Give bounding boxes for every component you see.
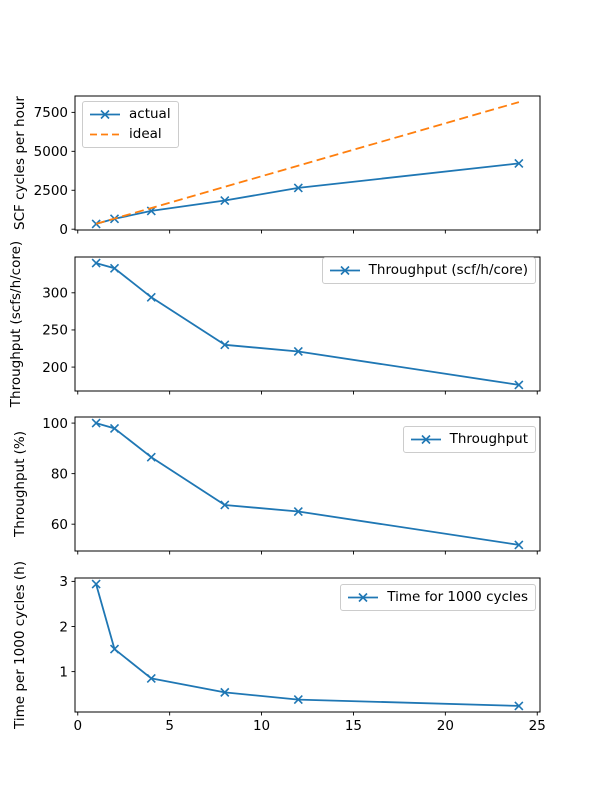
series-line-actual: [95, 162, 519, 225]
y-tick-label: 60: [51, 517, 68, 533]
line-x-marker-icon: [410, 434, 441, 445]
y-tick-label: 5000: [34, 144, 68, 160]
legend-label-actual: actual: [129, 106, 171, 122]
x-marker: [293, 346, 303, 357]
legend-item-ideal: ideal: [90, 126, 171, 143]
x-marker: [293, 695, 303, 705]
sample-x-marker: [340, 265, 350, 276]
legend-label-time-per-1000: Time for 1000 cycles: [387, 589, 528, 605]
y-tick-label: 3: [59, 574, 68, 590]
legend-item-throughput-per-core: Throughput (scf/h/core): [329, 262, 528, 279]
legend-label-throughput-per-core: Throughput (scf/h/core): [368, 262, 528, 278]
legend-item-actual: actual: [90, 106, 171, 123]
x-marker: [220, 500, 230, 510]
y-tick-label: 250: [42, 323, 68, 339]
y-tick-label: 200: [42, 360, 68, 376]
x-marker: [514, 380, 524, 390]
x-marker: [91, 258, 101, 268]
legend-scf-cycles: actual ideal: [82, 101, 179, 148]
x-marker: [146, 452, 156, 462]
sample-x-marker: [358, 592, 368, 603]
ylabel-scf-cycles-per-hour: SCF cycles per hour: [12, 96, 28, 230]
y-tick-label: 300: [42, 286, 68, 302]
x-marker: [91, 579, 101, 589]
axes-border-2: [74, 416, 541, 552]
x-marker: [220, 340, 230, 350]
x-tick-label: 25: [529, 718, 546, 734]
ylabel-time-per-1000-cycles: Time per 1000 cycles (h): [12, 561, 28, 729]
axes-border-3: [74, 577, 541, 713]
x-marker: [514, 540, 524, 550]
x-marker: [109, 644, 120, 654]
x-marker: [220, 195, 230, 206]
ylabel-throughput-percent: Throughput (%): [12, 430, 28, 538]
y-tick-label: 1: [59, 664, 68, 680]
series-line-ideal: [95, 101, 520, 225]
legend-time-per-1000: Time for 1000 cycles: [340, 584, 536, 611]
legend-item-throughput-percent: Throughput: [410, 431, 528, 448]
y-tick-label: 7500: [34, 105, 68, 121]
x-marker: [514, 158, 524, 168]
x-marker: [109, 423, 120, 433]
x-marker: [293, 183, 303, 193]
x-tick-label: 10: [253, 718, 270, 734]
x-tick-label: 20: [437, 718, 454, 734]
series-line-time-for-1000-cycles: [95, 583, 519, 707]
y-tick-label: 2500: [34, 183, 68, 199]
line-x-marker-icon: [90, 109, 120, 120]
x-marker: [146, 292, 156, 302]
x-marker: [220, 687, 230, 697]
sample-x-marker: [100, 109, 110, 120]
line-x-marker-icon: [329, 265, 360, 276]
y-tick-label: 80: [51, 466, 68, 482]
legend-item-time-per-1000: Time for 1000 cycles: [348, 589, 528, 606]
line-x-marker-icon: [348, 592, 379, 603]
x-marker: [293, 506, 303, 517]
x-marker: [146, 673, 156, 683]
y-tick-label: 2: [59, 619, 68, 635]
x-marker: [514, 701, 524, 711]
x-tick-label: 0: [73, 718, 82, 734]
y-tick-label: 0: [59, 222, 68, 238]
legend-throughput-per-core: Throughput (scf/h/core): [321, 257, 536, 284]
sample-x-marker: [421, 434, 431, 445]
dashed-line-icon: [90, 133, 120, 136]
x-tick-label: 15: [345, 718, 362, 734]
series-line-throughput-scf-h-core-: [95, 262, 520, 386]
legend-throughput-percent: Throughput: [402, 426, 536, 453]
legend-label-ideal: ideal: [129, 126, 162, 142]
y-tick-label: 100: [42, 416, 68, 432]
legend-label-throughput-percent: Throughput: [449, 431, 528, 447]
x-marker: [109, 263, 120, 273]
axes-border-0: [74, 95, 541, 231]
axes-border-1: [74, 256, 541, 392]
x-tick-label: 5: [165, 718, 174, 734]
x-marker: [91, 418, 101, 428]
series-line-throughput: [95, 422, 520, 546]
ylabel-throughput-per-core: Throughput (scfs/h/core): [8, 240, 24, 408]
